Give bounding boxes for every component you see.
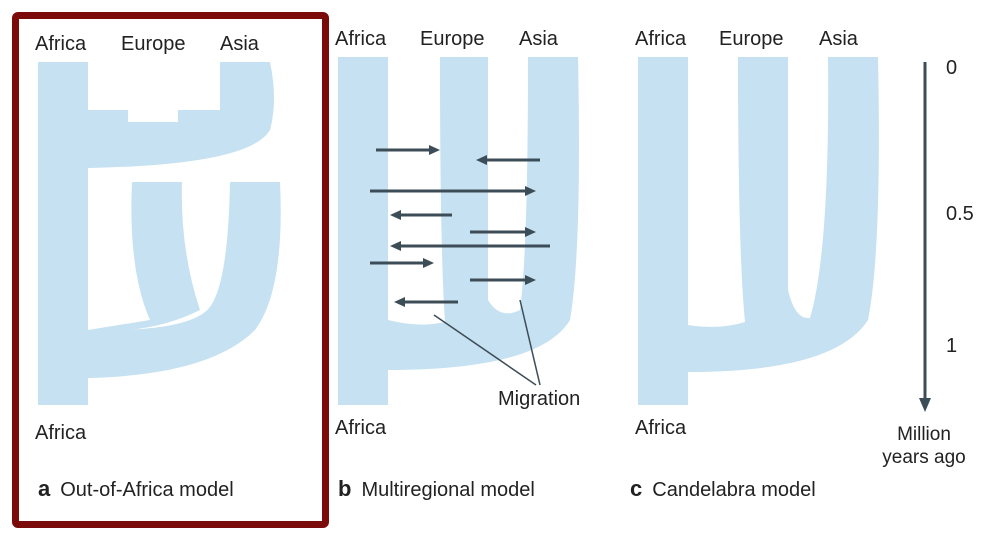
panel-a-lower-branches [88,182,200,331]
migration-arrow-head [394,297,405,307]
panel-c-tree [638,57,879,405]
panel-c-label-africa: Africa [635,28,687,50]
panel-c-letter: c [630,476,643,501]
migration-arrow [394,297,458,307]
migration-label: Migration [498,388,581,410]
panel-a-title: Out-of-Africa model [60,479,234,501]
migration-arrow [376,145,440,155]
panel-c-europe-branch [688,57,879,372]
migration-arrow-head [423,258,434,268]
panel-a-lower-outer [88,182,281,378]
panel-a-upper-europe-gap [128,62,178,122]
panel-b-caption: b Multiregional model [338,476,535,501]
panel-c-caption: c Candelabra model [630,476,816,501]
panel-a-caption: a Out-of-Africa model [38,476,234,501]
migration-arrow-head [390,210,401,220]
time-axis-title-line2: years ago [882,446,966,468]
panel-a-highlight-frame [12,12,329,528]
time-tick-0-5: 0.5 [946,203,974,225]
time-axis-title: Million years ago [869,424,979,470]
panel-b-letter: b [338,476,352,501]
migration-arrow [390,241,550,251]
migration-arrow [470,227,536,237]
panel-b-label-europe: Europe [420,28,485,50]
panel-c-label-africa-bottom: Africa [635,417,687,439]
migration-pointer-2 [519,299,541,386]
panel-b-migration-arrows [370,145,550,307]
panel-a-africa-trunk [38,62,88,405]
panel-b-europe-branch [388,57,579,370]
migration-pointer-1 [433,314,537,386]
panel-b-africa-trunk [338,57,388,405]
panel-c-africa-trunk [638,57,688,405]
migration-arrow [390,210,452,220]
migration-arrow [470,275,536,285]
migration-arrow [476,155,540,165]
panel-b-label-africa-bottom: Africa [335,417,387,439]
panel-a-tree [38,62,281,405]
migration-arrow-head [429,145,440,155]
panel-c-title: Candelabra model [652,479,816,501]
time-axis-title-line1: Million [897,424,951,445]
time-axis-arrowhead [919,398,931,412]
migration-arrow-head [476,155,487,165]
panel-a-label-africa-bottom: Africa [35,422,87,444]
migration-arrow-head [525,186,536,196]
migration-arrow [370,186,536,196]
migration-arrow-head [525,275,536,285]
panel-a-label-africa: Africa [35,33,87,55]
migration-arrow-head [390,241,401,251]
panel-b-label-africa: Africa [335,28,387,50]
panel-c-label-europe: Europe [719,28,784,50]
panel-b-label-asia: Asia [519,28,558,50]
time-tick-1: 1 [946,335,958,357]
migration-arrow [370,258,434,268]
panel-b-title: Multiregional model [361,479,535,501]
panel-b-tree [338,57,579,405]
panel-a-upper-connector [88,62,274,168]
time-tick-0: 0 [946,57,958,79]
panel-a-label-europe: Europe [121,33,186,55]
panel-c-label-asia: Asia [819,28,858,50]
migration-arrow-head [525,227,536,237]
panel-a-letter: a [38,476,51,501]
panel-a-label-asia: Asia [220,33,259,55]
